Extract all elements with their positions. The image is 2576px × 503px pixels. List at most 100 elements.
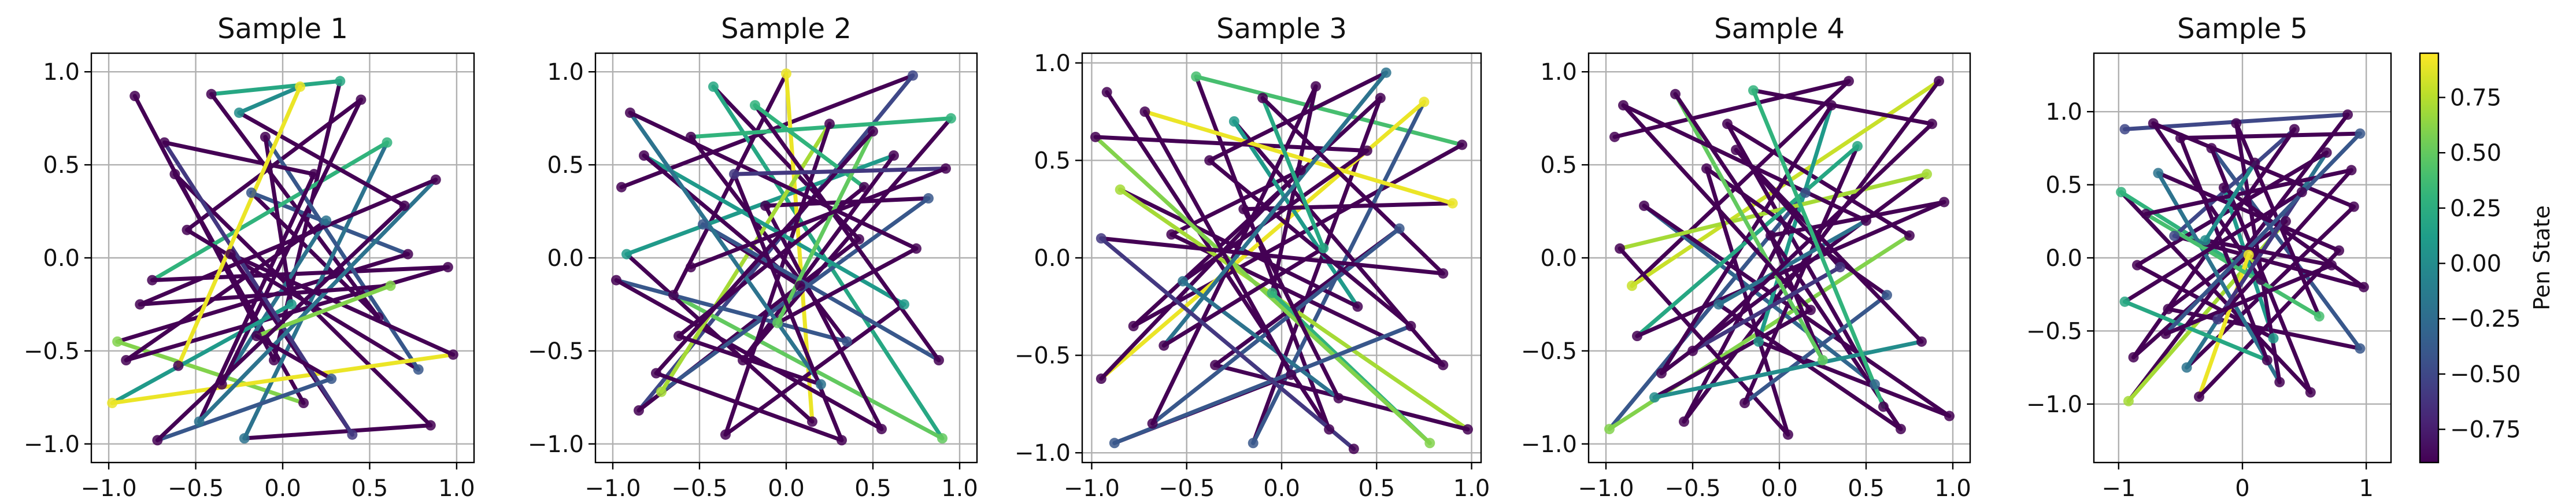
stroke-point — [442, 262, 453, 273]
stroke-point — [1333, 393, 1344, 404]
y-tick-label: 0.5 — [2045, 172, 2082, 199]
stroke-point — [1687, 345, 1698, 356]
stroke-point — [1178, 276, 1189, 287]
stroke-segment — [1241, 201, 1455, 212]
stroke-point — [2346, 165, 2357, 176]
stroke-point — [147, 275, 158, 286]
stroke-point — [1438, 268, 1449, 279]
stroke-point — [2128, 352, 2139, 363]
stroke-point — [1904, 230, 1915, 241]
stroke-point — [1632, 331, 1642, 342]
subplot-3: −1.0 −0.5 0.0 0.5 1.0 −1.0 −0.5 0.0 0.5 1.0 Sample… — [1015, 13, 1490, 502]
stroke-segment — [209, 79, 342, 97]
stroke-point — [1882, 290, 1892, 301]
stroke-point — [1147, 418, 1158, 429]
stroke-point — [2148, 118, 2159, 129]
stroke-segment — [2135, 263, 2276, 341]
stroke-point — [2262, 355, 2272, 365]
stroke-point — [2163, 304, 2174, 315]
y-tick-label: −0.5 — [2026, 318, 2082, 345]
stroke-point — [2348, 201, 2359, 212]
stroke-point — [107, 398, 118, 409]
stroke-segment — [1161, 71, 1389, 348]
stroke-segment — [209, 92, 380, 320]
stroke-point — [2358, 282, 2369, 293]
stroke-point — [934, 355, 944, 365]
colorbar: −0.75 −0.50 −0.25 0.00 0.25 0.50 0.75 Pen State — [2419, 52, 2555, 464]
stroke-point — [385, 280, 396, 291]
stroke-segment — [2203, 238, 2334, 268]
stroke-point — [1944, 410, 1955, 421]
stroke-point — [2256, 274, 2267, 285]
stroke-segment — [2215, 190, 2304, 321]
stroke-point — [616, 182, 627, 193]
stroke-point — [859, 182, 869, 193]
stroke-point — [1713, 299, 1724, 310]
stroke-segment — [1207, 71, 1389, 162]
stroke-segment — [732, 172, 844, 442]
stroke-segment — [1652, 308, 1813, 400]
stroke-point — [1805, 305, 1816, 316]
stroke-point — [309, 169, 320, 180]
stroke-point — [402, 249, 413, 260]
stroke-point — [1783, 429, 1793, 440]
subplot-1: −1.0 −0.5 0.0 0.5 1.0 −1.0 −0.5 0.0 0.5 1.0 Sample… — [24, 13, 475, 502]
stroke-segment — [110, 302, 294, 405]
stroke-point — [173, 360, 184, 371]
stroke-point — [1927, 119, 1937, 130]
stroke-point — [251, 331, 262, 342]
stroke-point — [159, 137, 170, 148]
x-tick-label: 0.0 — [264, 475, 301, 502]
stroke-point — [152, 435, 163, 446]
stroke-segment — [1241, 207, 1341, 401]
stroke-point — [1380, 67, 1391, 78]
stroke-point — [430, 174, 441, 185]
stroke-point — [1852, 140, 1863, 151]
stroke-segment — [263, 135, 421, 372]
stroke-segment — [2222, 186, 2366, 290]
stroke-point — [1204, 155, 1215, 166]
x-tick-label: 0.5 — [1358, 475, 1395, 502]
stroke-segment — [2163, 131, 2362, 336]
stroke-point — [837, 435, 847, 446]
stroke-point — [937, 433, 948, 444]
stroke-point — [625, 107, 635, 118]
y-tick-label: 0.0 — [43, 245, 80, 272]
stroke-point — [2194, 391, 2205, 402]
y-tick-label: 0.5 — [1540, 152, 1577, 179]
stroke-segment — [1690, 265, 1842, 353]
stroke-segment — [1161, 246, 1326, 348]
stroke-point — [1722, 119, 1733, 130]
x-tick-label: 1.0 — [1934, 475, 1971, 502]
stroke-point — [1731, 145, 1741, 156]
stroke-point — [760, 200, 771, 211]
stroke-point — [889, 150, 899, 161]
colorbar-tick-label: 0.75 — [2450, 85, 2501, 112]
stroke-segment — [1099, 236, 1445, 276]
stroke-point — [1267, 287, 1278, 298]
y-tick-label: −1.0 — [1015, 440, 1071, 467]
stroke-point — [373, 312, 384, 323]
stroke-segment — [1630, 79, 1851, 288]
y-tick-label: 0.0 — [1034, 245, 1071, 272]
subplot-title: Sample 5 — [2177, 13, 2308, 45]
stroke-point — [2342, 109, 2353, 120]
stroke-point — [795, 280, 805, 291]
stroke-path — [1090, 67, 1473, 454]
stroke-segment — [2123, 299, 2270, 363]
stroke-point — [1191, 71, 1202, 82]
stroke-point — [2119, 124, 2130, 135]
stroke-point — [1844, 76, 1854, 87]
stroke-point — [169, 169, 180, 180]
stroke-segment — [1768, 199, 1946, 238]
stroke-point — [2175, 132, 2186, 143]
stroke-point — [2119, 296, 2130, 307]
stroke-point — [639, 150, 649, 161]
stroke-segment — [1150, 226, 1402, 426]
stroke-point — [686, 131, 696, 142]
stroke-point — [854, 234, 864, 245]
stroke-point — [413, 364, 424, 375]
subplot-5: −1 0 1 −1.0 −0.5 0.0 0.5 1.0 Sample 5 — [2026, 13, 2392, 502]
stroke-point — [1766, 230, 1776, 241]
x-tick-label: −0.5 — [671, 475, 727, 502]
